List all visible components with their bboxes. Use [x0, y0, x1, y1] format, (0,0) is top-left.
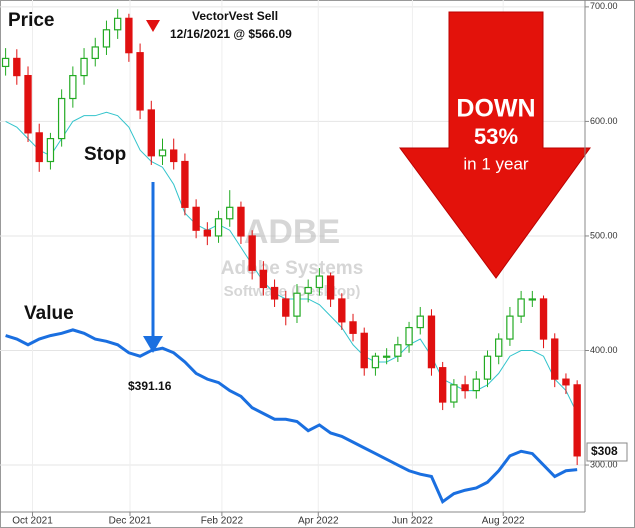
value-at-sell: $391.16 — [128, 379, 172, 393]
watermark-symbol: ADBE — [244, 213, 340, 251]
candle-body — [562, 378, 570, 386]
candle-body — [338, 298, 346, 323]
candle-body — [539, 298, 548, 340]
candle-body — [136, 52, 144, 111]
candle-body — [573, 384, 581, 457]
candle-body — [371, 355, 380, 369]
candle-body — [326, 275, 335, 300]
down-text: DOWN — [456, 95, 535, 123]
x-tick-label: Feb 2022 — [201, 516, 244, 527]
x-tick-label: Dec 2021 — [109, 516, 152, 527]
sell-detail: 12/16/2021 @ $566.09 — [170, 27, 292, 41]
candle-body — [349, 321, 357, 334]
candle-body — [270, 286, 279, 300]
sell-annotation: VectorVest Sell — [192, 9, 278, 23]
stop-label: Stop — [84, 144, 126, 165]
stop-line — [5, 111, 578, 414]
price-label: Price — [8, 10, 54, 31]
candle-body — [427, 315, 436, 369]
y-tick-label: 400.00 — [590, 345, 618, 355]
stop-arrow-head — [143, 336, 163, 353]
candle-body — [181, 160, 189, 208]
candle-body — [102, 29, 111, 48]
last-price-box — [586, 442, 628, 462]
candle-body — [304, 286, 312, 294]
candle-body — [91, 46, 99, 60]
candle-body — [528, 298, 537, 301]
candle-body — [495, 338, 503, 357]
candle-body — [46, 137, 55, 163]
y-tick-label: 300.00 — [590, 459, 618, 469]
last-price: $308 — [591, 444, 618, 458]
candle-body — [551, 338, 559, 380]
candle-body — [405, 326, 413, 346]
candle-body — [483, 355, 492, 380]
candle-body — [1, 57, 10, 68]
candle-body — [24, 74, 32, 134]
candle-body — [394, 344, 402, 357]
watermark: ADBE Adobe Systems Software (Desktop) — [221, 213, 364, 300]
candle-body — [203, 229, 212, 237]
candle-body — [35, 132, 43, 163]
candle-body — [259, 269, 268, 289]
watermark-company: Adobe Systems — [221, 258, 364, 279]
percent-text: 53% — [474, 124, 518, 149]
candle-body — [125, 17, 133, 54]
sell-marker — [146, 20, 160, 32]
x-tick-label: Apr 2022 — [298, 516, 339, 527]
grid — [0, 0, 585, 512]
candle-body — [517, 298, 525, 317]
candle-body — [282, 298, 290, 317]
candle-body — [438, 367, 447, 403]
candle-body — [416, 315, 424, 329]
candle-body — [293, 292, 301, 317]
value-line — [5, 328, 578, 504]
period-text: in 1 year — [463, 154, 529, 173]
plot-area — [1, 9, 581, 504]
candle-body — [360, 332, 368, 369]
candle-body — [192, 206, 200, 231]
candle-body — [147, 109, 155, 157]
candle-body — [506, 315, 514, 340]
candle-body — [80, 57, 88, 77]
candle-body — [248, 235, 256, 271]
y-tick-label: 700.00 — [590, 1, 618, 11]
y-tick-label: 600.00 — [590, 116, 618, 126]
candle-body — [214, 218, 223, 237]
x-tick-label: Oct 2021 — [12, 516, 53, 527]
candle-body — [113, 17, 122, 31]
candle-body — [57, 97, 66, 140]
x-tick-label: Aug 2022 — [482, 516, 525, 527]
down-arrow — [399, 11, 591, 279]
candle-body — [13, 57, 21, 77]
candle-body — [461, 384, 469, 392]
candle-body — [450, 384, 458, 403]
y-tick-label: 500.00 — [590, 230, 618, 240]
candle-body — [69, 74, 77, 100]
candle-body — [226, 206, 234, 220]
candle-body — [237, 206, 245, 237]
candle-body — [170, 149, 178, 163]
candle-body — [315, 275, 324, 289]
candle-body — [472, 378, 480, 392]
candle-body — [158, 149, 167, 157]
candle-body — [382, 355, 391, 358]
axes: 300.00 400.00 500.00 600.00 700.00 Oct 2021 De… — [12, 1, 617, 526]
value-label: Value — [24, 303, 74, 324]
watermark-industry: Software (Desktop) — [224, 283, 361, 300]
x-tick-label: Jun 2022 — [392, 516, 434, 527]
